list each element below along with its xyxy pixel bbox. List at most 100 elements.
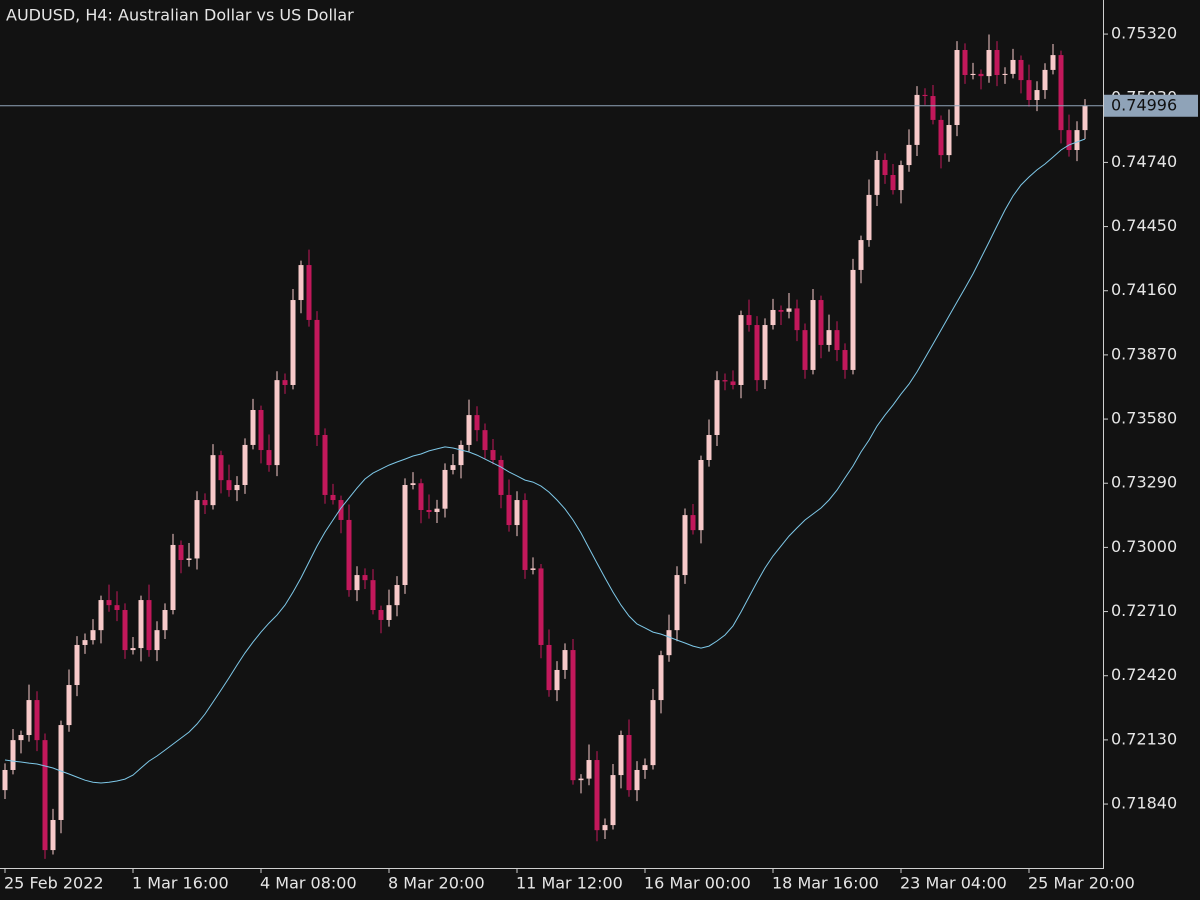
y-tick-label: 0.72130 <box>1111 729 1177 748</box>
candle-body <box>522 500 528 570</box>
candle-body <box>434 508 440 512</box>
candle-body <box>298 265 304 301</box>
candle-body <box>818 300 824 345</box>
x-tick-label: 4 Mar 08:00 <box>260 874 357 893</box>
y-tick-label: 0.74450 <box>1111 216 1177 235</box>
candle-body <box>234 485 240 491</box>
candle-body <box>322 434 328 495</box>
candle-body <box>858 240 864 270</box>
candle-body <box>730 381 736 385</box>
candle-body <box>834 330 840 351</box>
candle-body <box>282 380 288 385</box>
candle-body <box>338 500 344 520</box>
y-tick-label: 0.73580 <box>1111 409 1177 428</box>
moving-average <box>4 138 1086 784</box>
candle-body <box>66 685 72 726</box>
candle-body <box>666 630 672 656</box>
candle-body <box>26 700 32 736</box>
candle-body <box>82 640 88 645</box>
candle-body <box>610 775 616 826</box>
candle-body <box>762 325 768 381</box>
candle-body <box>226 480 232 491</box>
candle-body <box>930 96 936 120</box>
candle-body <box>1074 130 1080 151</box>
candle-body <box>626 735 632 791</box>
candle-body <box>74 644 80 686</box>
candle-body <box>826 330 832 345</box>
candle-body <box>162 610 168 631</box>
candle-body <box>962 50 968 76</box>
candle-body <box>506 494 512 526</box>
candle-body <box>10 740 16 770</box>
candle-body <box>1066 130 1072 151</box>
candle-body <box>378 610 384 620</box>
candle-body <box>706 434 712 460</box>
last-price-label: 0.74996 <box>1111 95 1177 114</box>
candle-body <box>146 600 152 651</box>
candle-body <box>770 309 776 326</box>
x-tick-label: 16 Mar 00:00 <box>644 874 751 893</box>
candle-body <box>250 409 256 445</box>
candle-body <box>1058 55 1064 131</box>
y-tick-label: 0.74160 <box>1111 280 1177 299</box>
candle-body <box>114 605 120 611</box>
candle-body <box>866 194 872 241</box>
candle-body <box>1050 55 1056 70</box>
candle-body <box>786 308 792 312</box>
candle-body <box>266 450 272 466</box>
candle-body <box>970 73 976 76</box>
candle-body <box>986 50 992 77</box>
candle-body <box>946 125 952 156</box>
candle-body <box>90 630 96 641</box>
candle-body <box>362 575 368 581</box>
candle-body <box>682 515 688 576</box>
x-tick-label: 1 Mar 16:00 <box>132 874 229 893</box>
x-tick-label: 18 Mar 16:00 <box>772 874 879 893</box>
candle-body <box>578 778 584 781</box>
candle-body <box>186 558 192 561</box>
candle-body <box>130 648 136 651</box>
candle-body <box>386 605 392 620</box>
y-tick-label: 0.73000 <box>1111 537 1177 556</box>
candle-body <box>1002 73 1008 76</box>
chart-title: AUDUSD, H4: Australian Dollar vs US Doll… <box>6 6 354 25</box>
candle-body <box>634 769 640 791</box>
candle-body <box>546 644 552 691</box>
candle-body <box>202 500 208 506</box>
candle-body <box>842 350 848 370</box>
candle-body <box>178 544 184 561</box>
candle-body <box>898 165 904 191</box>
candle-body <box>810 300 816 370</box>
candle-body <box>514 500 520 526</box>
candle-body <box>498 459 504 495</box>
y-tick-label: 0.75320 <box>1111 24 1177 43</box>
candle-body <box>170 544 176 611</box>
candle-body <box>570 650 576 781</box>
candle-body <box>746 315 752 326</box>
candle-body <box>906 144 912 166</box>
candle-body <box>874 159 880 195</box>
candle-body <box>466 415 472 445</box>
candle-body <box>1026 80 1032 101</box>
candle-body <box>410 483 416 486</box>
candle-body <box>418 483 424 511</box>
candle-body <box>218 455 224 481</box>
candle-body <box>714 380 720 435</box>
candle-body <box>42 740 48 851</box>
candle-body <box>314 319 320 435</box>
candle-body <box>554 669 560 691</box>
y-tick-label: 0.73870 <box>1111 344 1177 363</box>
candle-body <box>658 655 664 701</box>
candle-body <box>138 600 144 649</box>
candle-body <box>562 650 568 670</box>
x-tick-label: 23 Mar 04:00 <box>900 874 1007 893</box>
candle-body <box>258 409 264 451</box>
candle-body <box>98 600 104 631</box>
candle-body <box>474 415 480 431</box>
candle-body <box>690 515 696 531</box>
candle-body <box>642 765 648 770</box>
candle-body <box>890 175 896 191</box>
y-tick-label: 0.71840 <box>1111 794 1177 813</box>
